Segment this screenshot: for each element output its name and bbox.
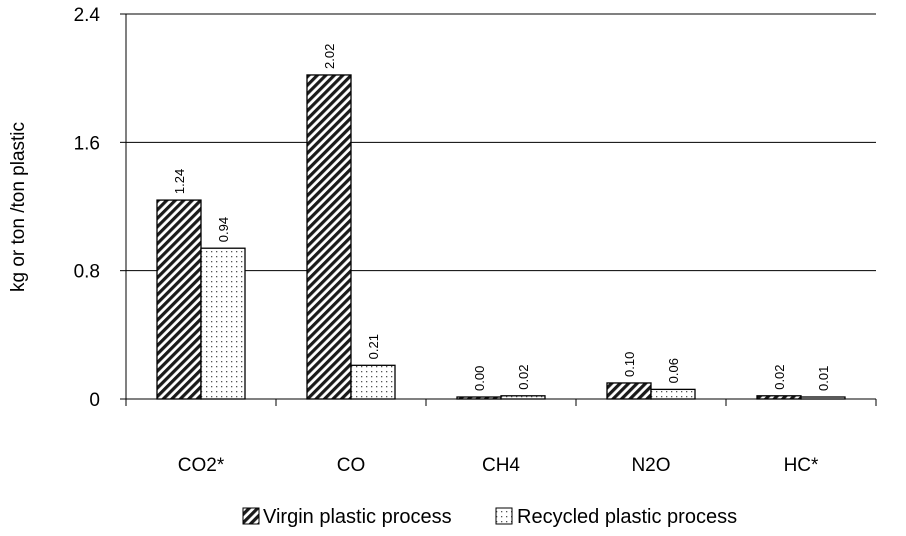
gridlines [126,13,876,272]
bar-virgin-n2o [606,382,652,400]
y-tick-label: 1.6 [74,133,100,154]
x-tick-label: CO2* [178,455,225,476]
y-axis-label: kg or ton /ton plastic [8,122,29,292]
x-tick-label: CO [337,455,366,476]
data-label: 0.10 [622,352,637,377]
data-label: 0.01 [816,366,831,391]
legend-label-virgin: Virgin plastic process [263,506,452,528]
bar-recycled-hc [800,396,846,400]
y-tick-label: 2.4 [74,5,101,26]
bar-virgin-co [306,74,352,400]
data-label: 0.94 [216,217,231,242]
data-label: 0.21 [366,334,381,359]
legend: Virgin plastic process Recycled plastic … [242,506,737,528]
bar-virgin-co2 [156,199,202,400]
bar-recycled-ch4 [500,395,546,400]
bar-recycled-co2 [200,247,246,400]
bar-recycled-co [350,364,396,400]
data-label: 1.24 [172,169,187,194]
x-tick-label: CH4 [482,455,520,476]
bar-recycled-n2o [650,388,696,400]
legend-label-recycled: Recycled plastic process [517,506,737,528]
y-tick-label: 0 [89,390,100,411]
legend-swatch-virgin [242,507,260,525]
data-labels: 1.24 0.94 2.02 0.21 0.00 0.02 0.10 0.06 0.02 0.01 [172,44,831,391]
data-label: 0.06 [666,358,681,383]
x-tick-label: N2O [631,455,670,476]
legend-swatch-recycled [495,507,513,525]
bars [156,74,846,400]
data-label: 0.02 [772,364,787,389]
data-label: 0.00 [472,366,487,391]
y-tick-label: 0.8 [74,262,100,283]
tick-labels: 0 0.8 1.6 2.4 CO2* CO CH4 N2O HC* [74,5,819,476]
bar-virgin-hc [756,395,802,400]
data-label: 2.02 [322,44,337,69]
data-label: 0.02 [516,364,531,389]
x-tick-label: HC* [784,455,819,476]
bar-virgin-ch4 [456,396,502,400]
